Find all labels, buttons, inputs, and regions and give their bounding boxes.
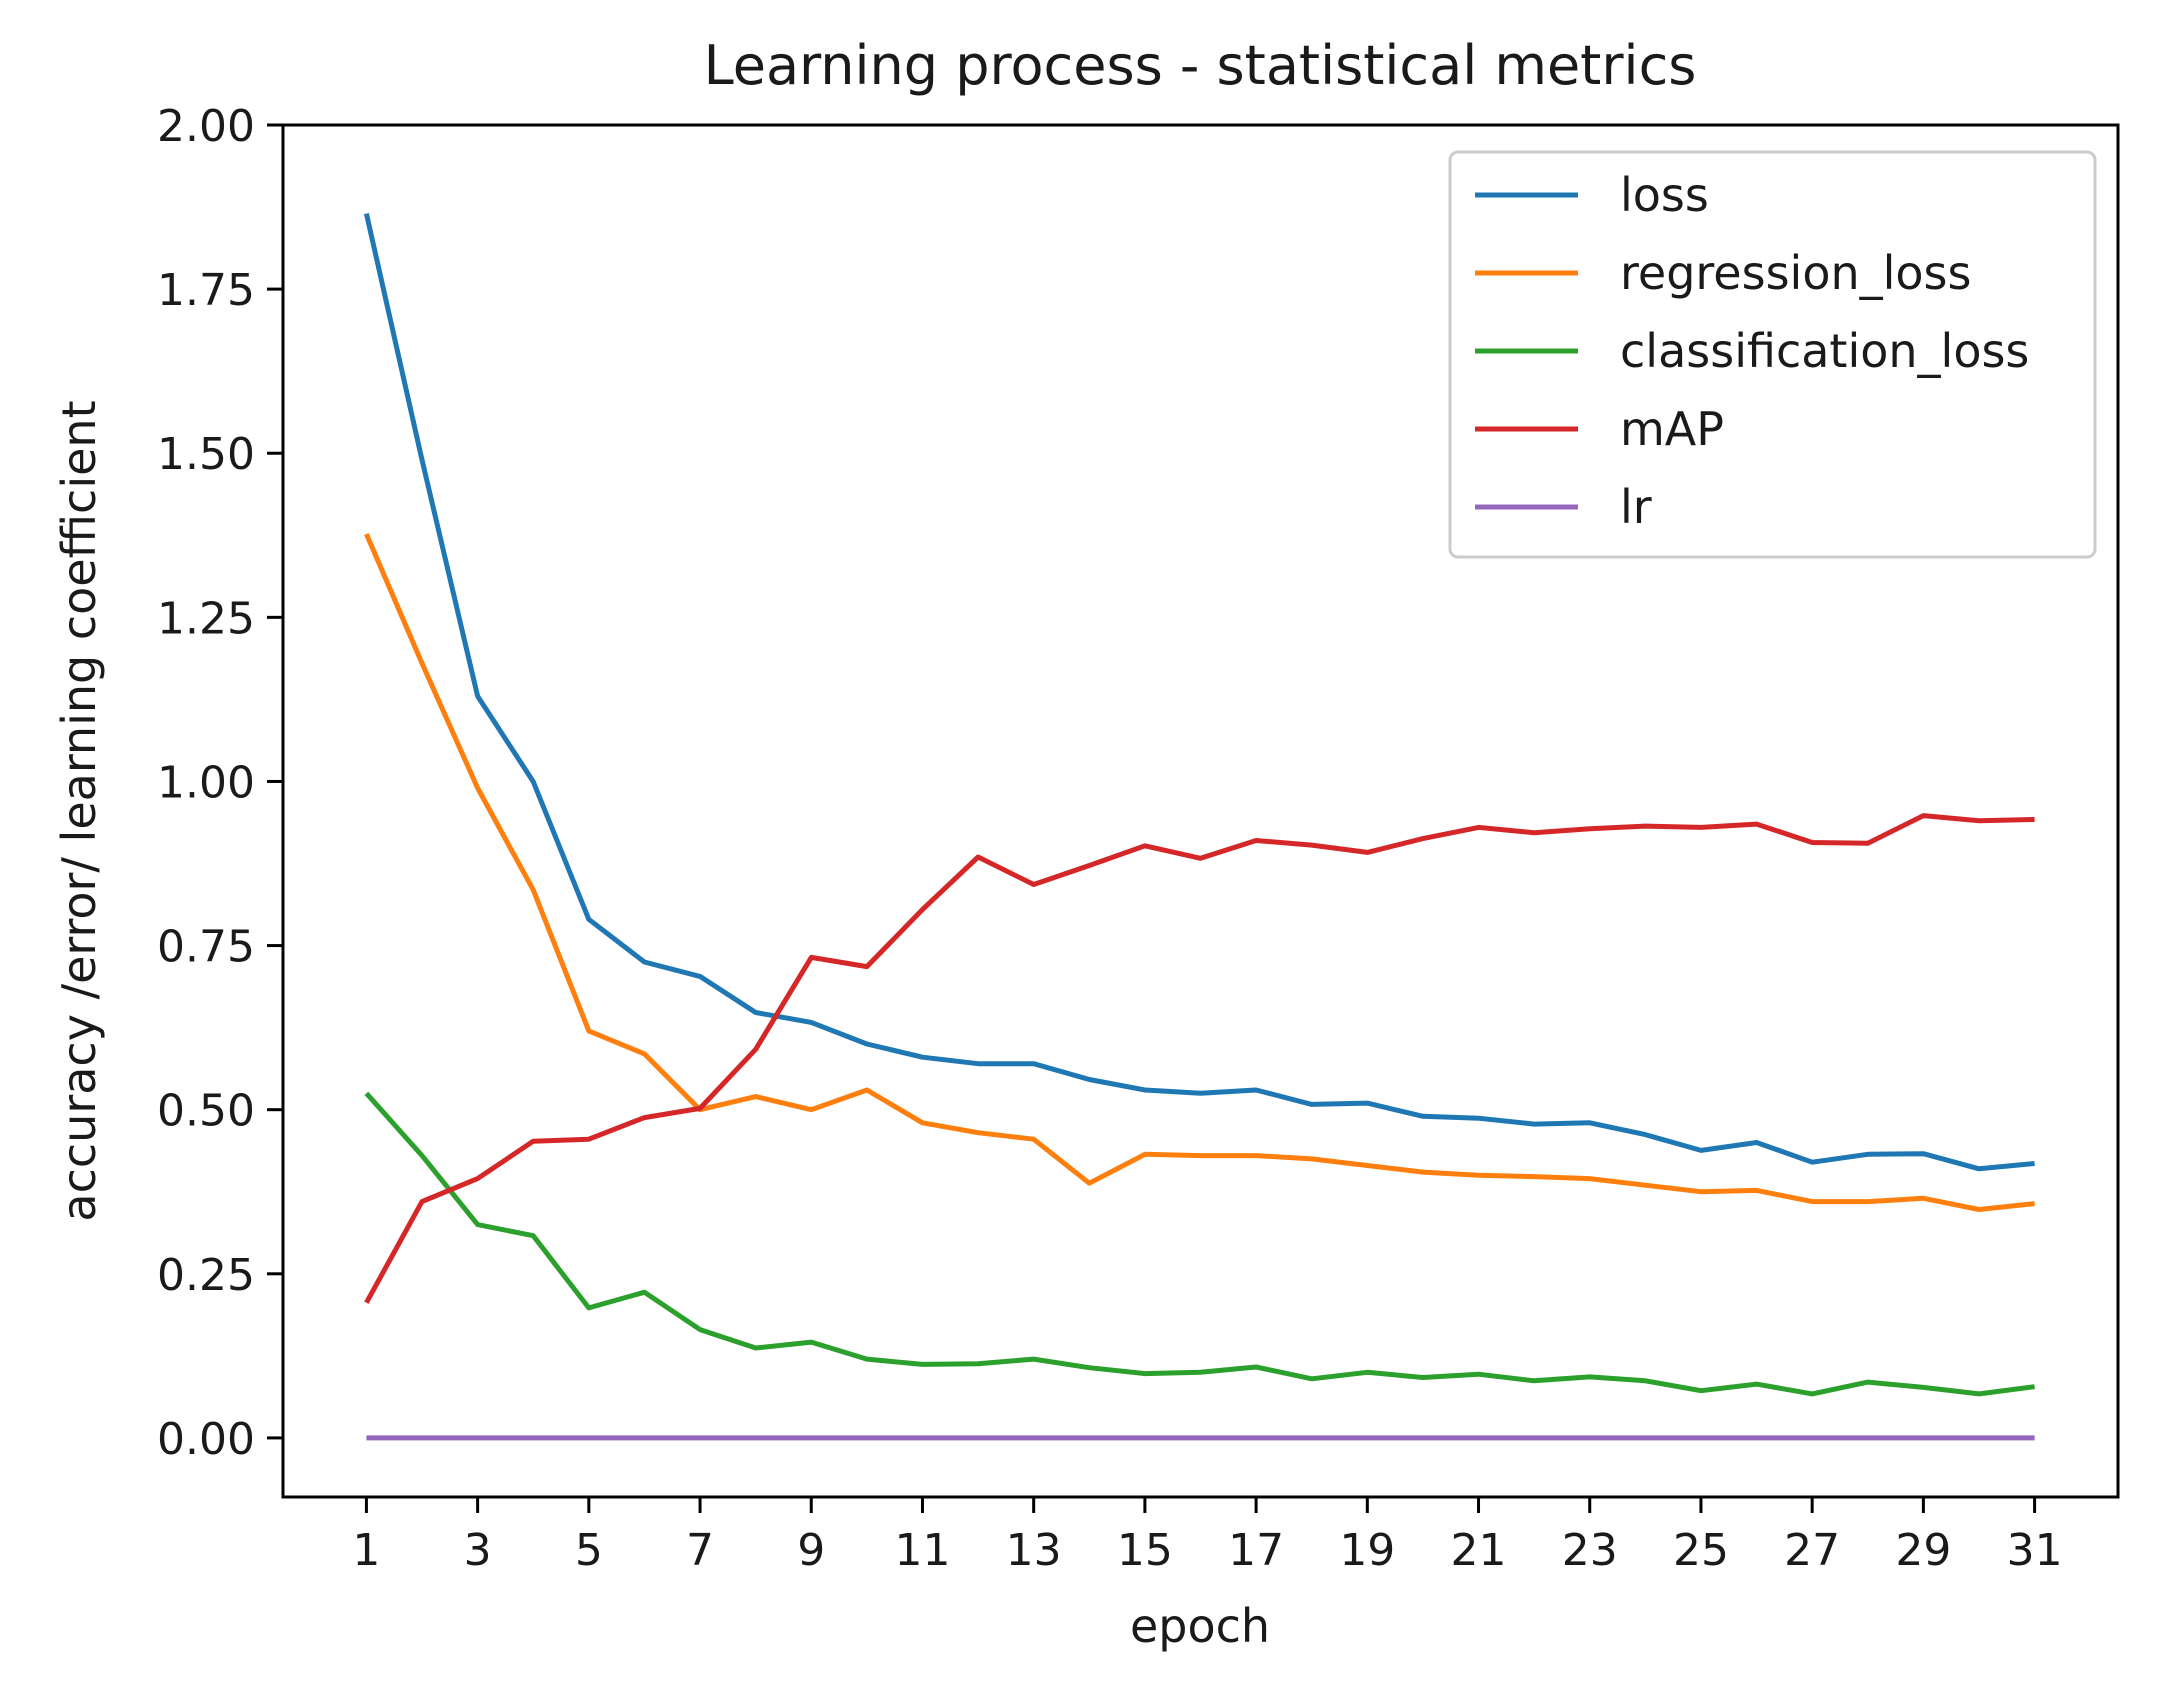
legend-label-lr: lr	[1620, 480, 1652, 534]
x-tick-label: 31	[2007, 1525, 2063, 1576]
x-axis-label: epoch	[1130, 1599, 1270, 1653]
y-tick-label: 0.75	[157, 922, 255, 973]
series-line-loss	[363, 213, 2035, 1172]
y-tick-label: 1.00	[157, 757, 255, 808]
series-line-regression-loss	[364, 533, 2035, 1212]
tick-layer: 0.000.250.500.751.001.251.501.752.001 3 5 7…	[157, 101, 2063, 1576]
x-tick-label: 11	[894, 1525, 950, 1576]
y-tick-label: 1.75	[157, 265, 255, 316]
y-tick-label: 0.25	[157, 1250, 255, 1301]
y-tick-label: 1.25	[157, 593, 255, 644]
x-tick-label: 7	[686, 1525, 714, 1576]
chart-title: Learning process - statistical metrics	[704, 34, 1697, 97]
y-tick-label: 0.00	[157, 1414, 255, 1465]
legend: loss regression_loss classification_loss mA…	[1448, 150, 2097, 559]
x-tick-label: 3	[464, 1525, 492, 1576]
x-tick-label: 19	[1339, 1525, 1395, 1576]
y-tick-label: 2.00	[157, 101, 255, 152]
plot-frame	[281, 123, 2120, 1499]
legend-label-loss: loss	[1620, 168, 1709, 222]
y-tick-label: 0.50	[157, 1086, 255, 1137]
x-tick-label: 25	[1673, 1525, 1729, 1576]
legend-box	[1448, 150, 2097, 559]
legend-label-mAP: mAP	[1620, 402, 1724, 456]
series-line-classification-loss	[364, 1091, 2035, 1397]
x-tick-label: 29	[1895, 1525, 1951, 1576]
series-line-mAP	[364, 813, 2035, 1304]
y-tick-label: 1.50	[157, 429, 255, 480]
x-tick-label: 23	[1562, 1525, 1618, 1576]
x-tick-label: 17	[1228, 1525, 1284, 1576]
series-layer	[363, 213, 2035, 1441]
legend-label-classification-loss: classification_loss	[1620, 324, 2029, 378]
x-tick-label: 15	[1117, 1525, 1173, 1576]
x-tick-label: 27	[1784, 1525, 1840, 1576]
x-tick-label: 5	[575, 1525, 603, 1576]
x-tick-label: 21	[1451, 1525, 1507, 1576]
x-tick-label: 13	[1006, 1525, 1062, 1576]
legend-label-regression-loss: regression_loss	[1620, 246, 1971, 300]
x-tick-label: 1	[352, 1525, 380, 1576]
y-axis-label: accuracy /error/ learning coefficient	[52, 400, 106, 1221]
x-tick-label: 9	[797, 1525, 825, 1576]
